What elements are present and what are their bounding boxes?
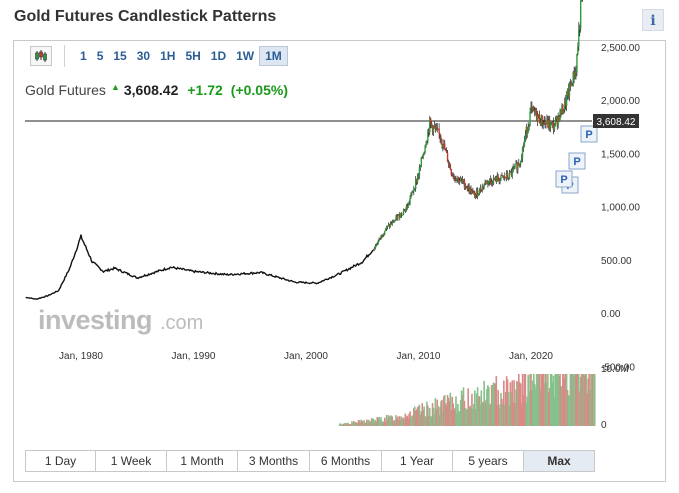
info-icon[interactable]: i	[642, 9, 664, 31]
timeframe-5h[interactable]: 5H	[185, 49, 201, 63]
timeframe-1h[interactable]: 1H	[160, 49, 176, 63]
candle-body	[579, 28, 581, 30]
candlestick-type-button[interactable]	[30, 46, 52, 66]
period-3-months[interactable]: 3 Months	[238, 451, 310, 471]
candlestick-icon	[35, 50, 47, 62]
timeframe-30[interactable]: 30	[136, 49, 151, 63]
up-arrow-icon: ▲	[110, 82, 120, 92]
period-1-day[interactable]: 1 Day	[26, 451, 96, 471]
timeframe-5[interactable]: 5	[96, 49, 104, 63]
y-tick-label: 3,000.00	[601, 0, 640, 1]
timeframe-toolbar: 1 5 15 30 1H 5H 1D 1W 1M	[20, 45, 288, 67]
timeframe-1d[interactable]: 1D	[210, 49, 227, 63]
price-change-percent: (+0.05%)	[230, 82, 288, 98]
period-1-week[interactable]: 1 Week	[96, 451, 167, 471]
period-selector: 1 Day 1 Week 1 Month 3 Months 6 Months 1…	[25, 450, 595, 472]
period-1-year[interactable]: 1 Year	[382, 451, 453, 471]
timeframe-15[interactable]: 15	[113, 49, 127, 63]
timeframe-1m[interactable]: 1M	[259, 46, 288, 66]
last-price: 3,608.42	[123, 82, 179, 98]
price-change: +1.72	[187, 82, 223, 98]
candle-body	[579, 1, 582, 29]
chart-frame	[13, 40, 666, 482]
period-5-years[interactable]: 5 years	[453, 451, 524, 471]
candle-body	[580, 0, 583, 2]
quote-bar: Gold Futures ▲ 3,608.42 +1.72 (+0.05%)	[25, 82, 296, 98]
timeframe-1w[interactable]: 1W	[236, 49, 255, 63]
period-6-months[interactable]: 6 Months	[310, 451, 382, 471]
toolbar-separator	[64, 45, 65, 67]
period-1-month[interactable]: 1 Month	[167, 451, 238, 471]
page-title: Gold Futures Candlestick Patterns	[14, 8, 277, 25]
period-max[interactable]: Max	[524, 451, 594, 471]
timeframe-1[interactable]: 1	[80, 49, 87, 63]
instrument-name: Gold Futures	[25, 82, 106, 98]
